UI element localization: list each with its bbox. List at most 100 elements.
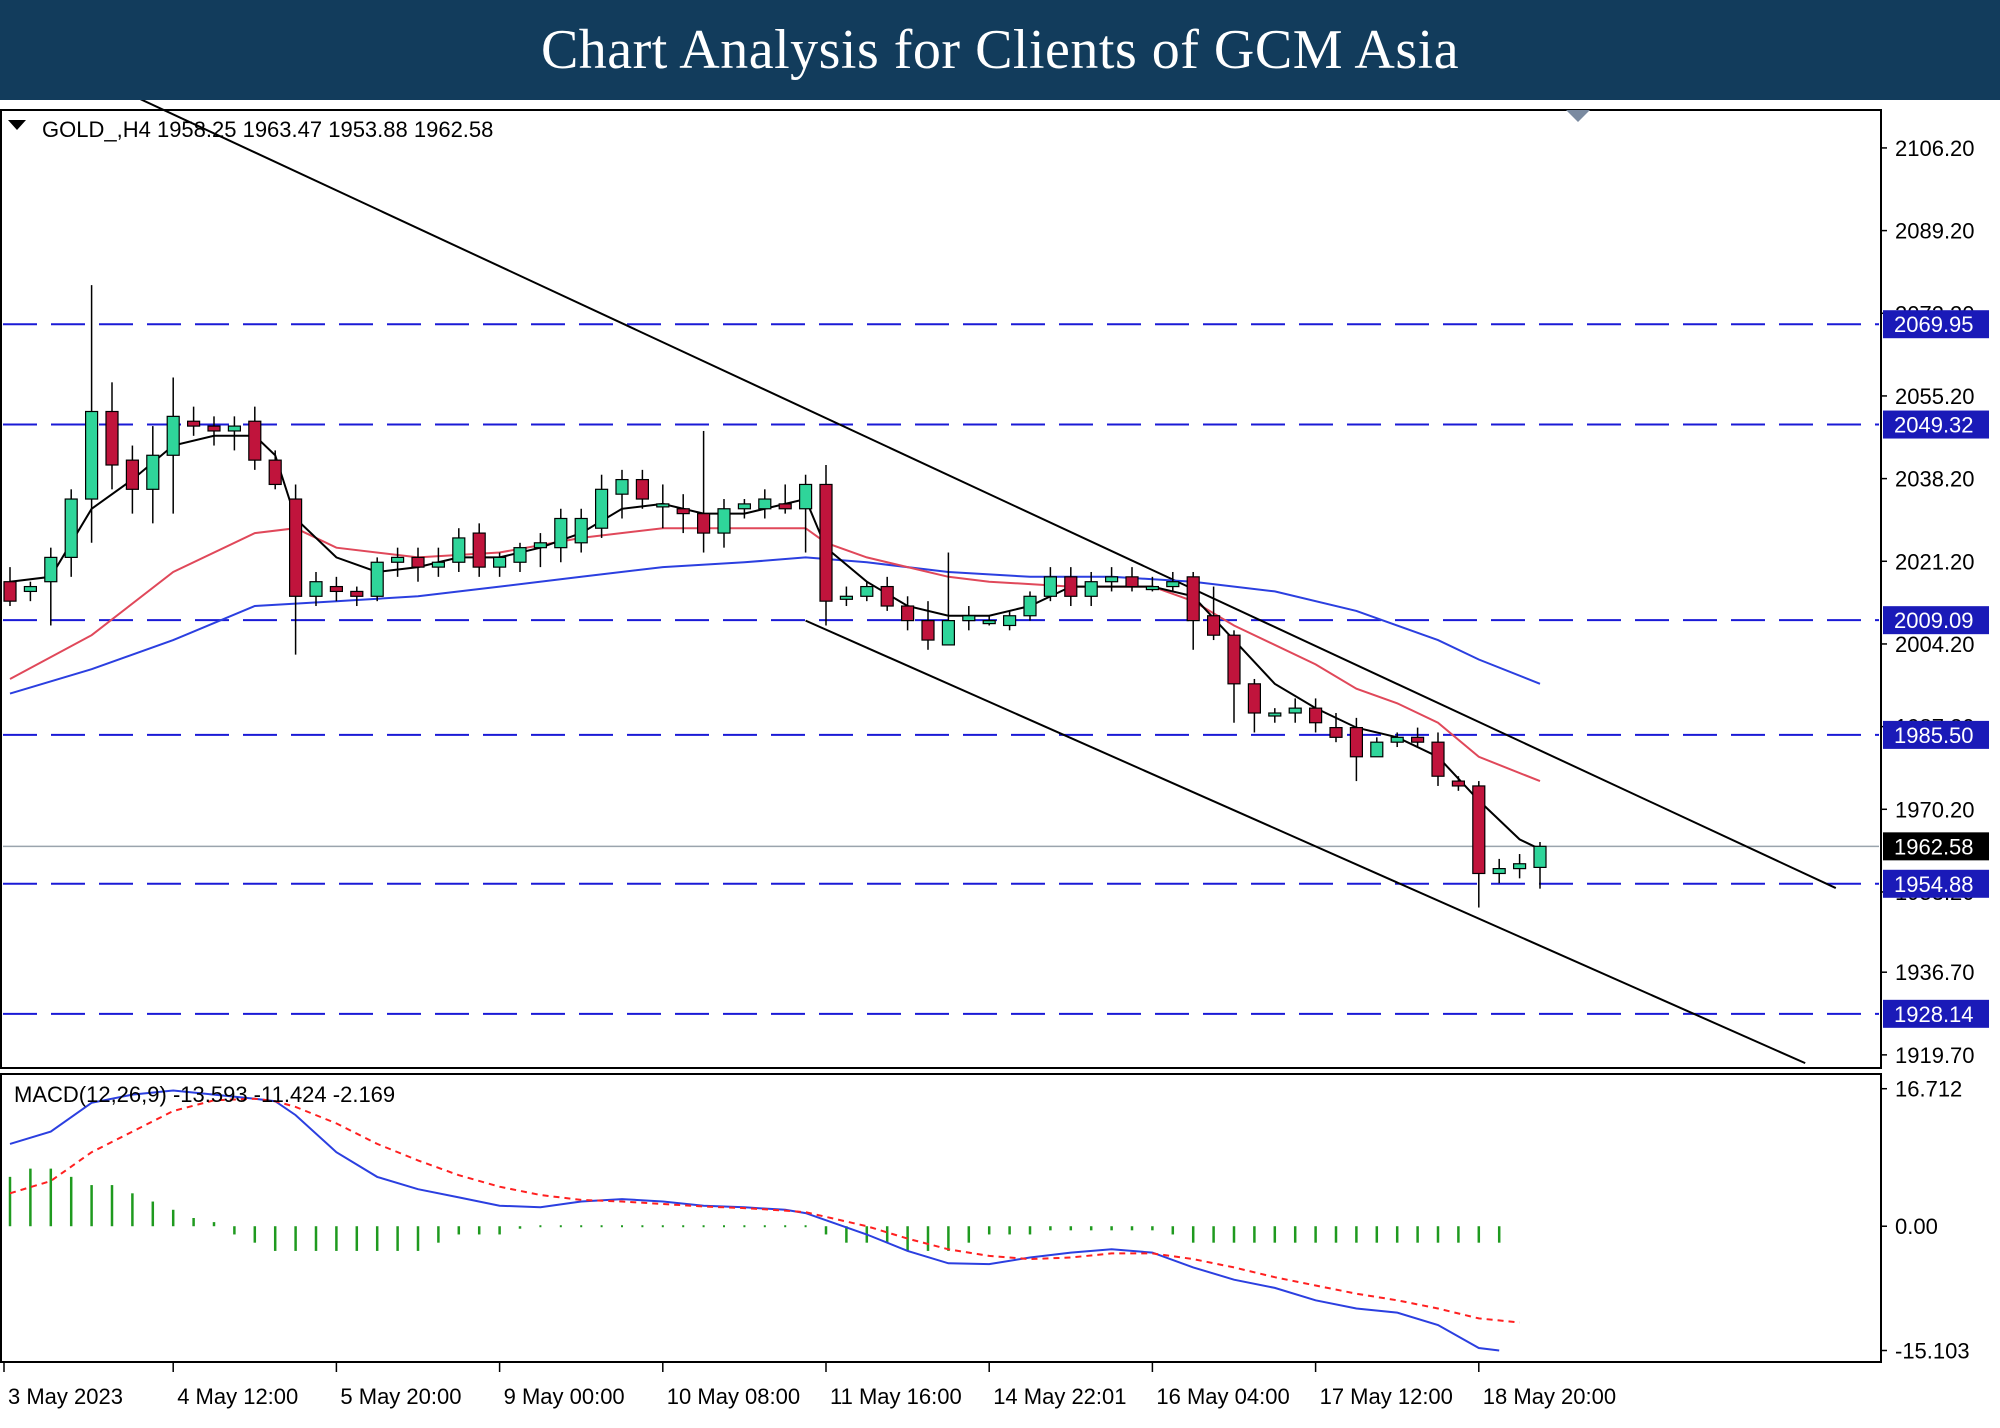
candle-6 xyxy=(125,445,140,514)
price-tick-label: 1970.20 xyxy=(1895,797,1975,822)
macd-label: MACD(12,26,9) -13.593 -11.424 -2.169 xyxy=(14,1082,395,1107)
candle-47 xyxy=(962,606,976,631)
candle-58 xyxy=(1186,571,1200,650)
trendline-1[interactable] xyxy=(805,619,1806,1065)
trendlines xyxy=(132,100,1837,1065)
time-tick-label: 11 May 16:00 xyxy=(830,1384,962,1409)
macd-histogram xyxy=(8,1168,1501,1251)
level-tag-1: 2049.32 xyxy=(1883,410,1989,439)
price-axis: 2106.202089.202072.202055.202038.202021.… xyxy=(1881,136,1975,1068)
signal-line xyxy=(9,1097,1520,1324)
candle-5 xyxy=(105,382,119,490)
candle-35 xyxy=(717,499,731,548)
candle-body xyxy=(696,513,711,534)
candle-body xyxy=(819,483,833,602)
candle-body xyxy=(860,585,874,597)
candle-0 xyxy=(3,567,17,607)
candle-body xyxy=(493,556,507,568)
hist-bar-39 xyxy=(804,1225,807,1228)
candle-body xyxy=(513,547,527,563)
candle-body xyxy=(962,615,976,622)
candle-65 xyxy=(1329,713,1343,743)
candle-body xyxy=(227,425,241,432)
hist-bar-32 xyxy=(661,1225,664,1228)
hist-bar-35 xyxy=(723,1225,725,1228)
candle-body xyxy=(411,556,425,568)
macd-pane-frame xyxy=(0,1073,1882,1363)
candle-1 xyxy=(23,581,37,602)
candle-45 xyxy=(921,601,935,650)
candle-body xyxy=(187,420,201,427)
support-resistance-levels xyxy=(3,323,1879,1015)
candle-17 xyxy=(350,586,364,607)
dropdown-arrow-icon[interactable] xyxy=(8,120,26,130)
trendline-0[interactable] xyxy=(132,100,1837,889)
price-tick-label: 2106.20 xyxy=(1895,136,1975,161)
candle-20 xyxy=(411,547,425,582)
time-tick-label: 5 May 20:00 xyxy=(340,1384,461,1409)
candle-42 xyxy=(860,581,874,602)
candle-15 xyxy=(309,571,323,607)
candle-body xyxy=(839,595,854,600)
candle-body xyxy=(921,620,935,641)
candle-24 xyxy=(493,552,507,577)
price-tick-label: 1919.70 xyxy=(1895,1043,1975,1068)
candle-53 xyxy=(1084,571,1098,607)
time-tick-label: 3 May 2023 xyxy=(8,1384,123,1409)
candle-body xyxy=(900,605,915,622)
price-pane-frame xyxy=(0,109,1882,1069)
candle-body xyxy=(635,478,650,500)
candle-body xyxy=(1390,736,1404,743)
hist-bar-37 xyxy=(763,1225,766,1228)
candle-73 xyxy=(1492,858,1506,884)
candle-body xyxy=(574,517,588,544)
candle-body xyxy=(1308,707,1323,724)
candle-64 xyxy=(1308,698,1323,733)
candle-body xyxy=(268,459,282,486)
level-tag-4-text: 1954.88 xyxy=(1894,872,1974,897)
macd-tick-label: 0.00 xyxy=(1895,1214,1938,1239)
candle-29 xyxy=(594,474,609,538)
candle-body xyxy=(1370,741,1384,758)
candle-body xyxy=(3,581,17,602)
price-tick-label: 2021.20 xyxy=(1895,549,1975,574)
banner-title: Chart Analysis for Clients of GCM Asia xyxy=(540,19,1460,81)
time-tick-label: 10 May 08:00 xyxy=(667,1384,800,1409)
candle-25 xyxy=(513,542,527,572)
level-tag-2: 2009.09 xyxy=(1883,606,1989,635)
shift-marker-icon[interactable] xyxy=(1566,110,1590,122)
candle-19 xyxy=(391,547,405,577)
time-tick-label: 17 May 12:00 xyxy=(1320,1384,1453,1409)
symbol-label: GOLD_,H4 1958.25 1963.47 1953.88 1962.58 xyxy=(42,117,493,142)
candle-55 xyxy=(1125,567,1139,592)
candle-39 xyxy=(798,474,813,553)
candle-7 xyxy=(146,426,160,524)
candle-body xyxy=(1145,585,1160,591)
candle-22 xyxy=(452,528,466,572)
candle-body xyxy=(615,478,629,495)
candle-body xyxy=(370,561,384,597)
candle-body xyxy=(1104,576,1119,583)
candle-body xyxy=(1410,736,1425,743)
candle-body xyxy=(717,508,731,534)
candle-60 xyxy=(1227,630,1241,723)
hist-bar-27 xyxy=(559,1225,562,1228)
level-tag-4: 1954.88 xyxy=(1883,869,1989,898)
level-tag-0: 2069.95 xyxy=(1883,310,1989,339)
macd-lines xyxy=(9,1089,1520,1352)
candle-body xyxy=(1023,595,1037,617)
candle-74 xyxy=(1512,854,1527,879)
hist-bar-30 xyxy=(621,1225,623,1228)
macd-tick-label: -15.103 xyxy=(1895,1339,1970,1364)
candle-body xyxy=(1349,726,1364,758)
price-tags: 2069.95 2049.32 2009.09 1985.50 1954.88 1928.… xyxy=(1883,310,1989,1028)
macd-axis: 16.712 0.00 -15.103 xyxy=(1881,1077,1970,1364)
candle-body xyxy=(23,585,37,593)
candle-56 xyxy=(1145,576,1160,592)
candle-44 xyxy=(900,596,915,631)
price-tick-label: 2089.20 xyxy=(1895,219,1975,244)
time-tick-label: 14 May 22:01 xyxy=(993,1384,1126,1409)
candle-body xyxy=(778,503,792,510)
candle-body xyxy=(452,537,466,563)
candle-body xyxy=(1206,615,1221,636)
